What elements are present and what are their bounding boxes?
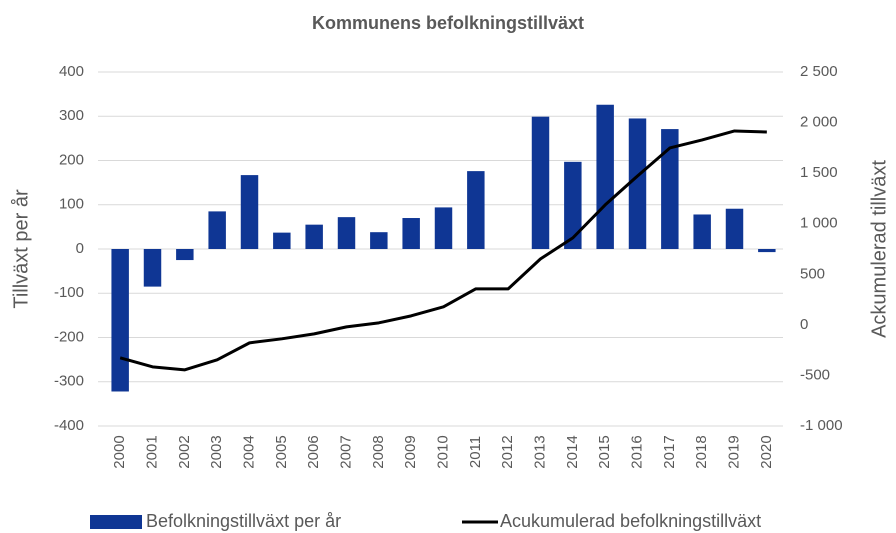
y2-tick-label: 1 000 (800, 215, 838, 232)
x-tick-label: 2020 (758, 435, 775, 468)
y-tick-label: -200 (54, 328, 84, 345)
y-axis-title: Tillväxt per år (10, 189, 32, 309)
x-tick-label: 2014 (564, 435, 581, 468)
x-tick-label: 2012 (499, 435, 516, 468)
bar (628, 118, 647, 250)
bar (208, 211, 226, 249)
x-tick-label: 2018 (693, 435, 710, 468)
legend-label: Befolkningstillväxt per år (146, 511, 341, 531)
x-tick-label: 2001 (143, 435, 160, 468)
y2-axis-title: Ackumulerad tillväxt (868, 160, 890, 338)
x-tick-label: 2008 (370, 435, 387, 468)
x-tick-label: 2006 (305, 435, 322, 468)
y2-tick-label: -1 000 (800, 417, 843, 434)
bar (337, 217, 356, 249)
bar (661, 129, 679, 249)
y-tick-label: -300 (54, 373, 84, 390)
x-tick-label: 2004 (240, 435, 257, 468)
x-tick-label: 2003 (208, 435, 225, 468)
line (119, 129, 767, 372)
y2-tick-label: 500 (800, 265, 825, 282)
y2-tick-label: 2 000 (800, 114, 838, 131)
x-tick-label: 2005 (273, 435, 290, 468)
y-tick-label: 300 (59, 107, 84, 124)
y2-tick-label: 0 (800, 316, 808, 333)
x-tick-label: 2013 (531, 435, 548, 468)
bar (725, 208, 744, 249)
legend-swatch (90, 515, 142, 529)
bar (273, 232, 291, 249)
x-tick-label: 2000 (111, 435, 128, 468)
y2-tick-label: 1 500 (800, 164, 838, 181)
y-tick-label: -100 (54, 284, 84, 301)
x-tick-label: 2015 (596, 435, 613, 468)
bar (434, 207, 453, 249)
x-tick-label: 2010 (434, 435, 451, 468)
x-tick-label: 2011 (467, 436, 484, 468)
y-tick-label: 100 (59, 196, 84, 213)
bar (176, 249, 194, 261)
y-tick-label: -400 (54, 417, 84, 434)
y-tick-label: 400 (59, 63, 84, 80)
x-tick-label: 2009 (402, 435, 419, 468)
x-tick-label: 2017 (661, 435, 678, 468)
bar (305, 224, 323, 249)
bar (402, 218, 420, 249)
x-tick-label: 2007 (337, 435, 354, 468)
bar (531, 116, 550, 249)
bar (111, 249, 129, 392)
y2-tick-label: 2 500 (800, 63, 838, 80)
x-tick-label: 2019 (725, 435, 742, 468)
bar (467, 171, 485, 249)
y-tick-label: 200 (59, 151, 84, 168)
bar (370, 232, 388, 249)
bar (240, 175, 259, 249)
bar (693, 214, 711, 249)
x-tick-label: 2002 (176, 435, 193, 468)
chart-title: Kommunens befolkningstillväxt (312, 13, 584, 33)
y2-tick-label: -500 (800, 366, 830, 383)
bar (758, 249, 776, 253)
legend-label: Acukumulerad befolkningstillväxt (500, 511, 761, 531)
bar (143, 249, 162, 287)
bar (564, 161, 582, 249)
y-tick-label: 0 (76, 240, 84, 257)
bar (596, 104, 614, 250)
x-tick-label: 2016 (628, 435, 645, 468)
